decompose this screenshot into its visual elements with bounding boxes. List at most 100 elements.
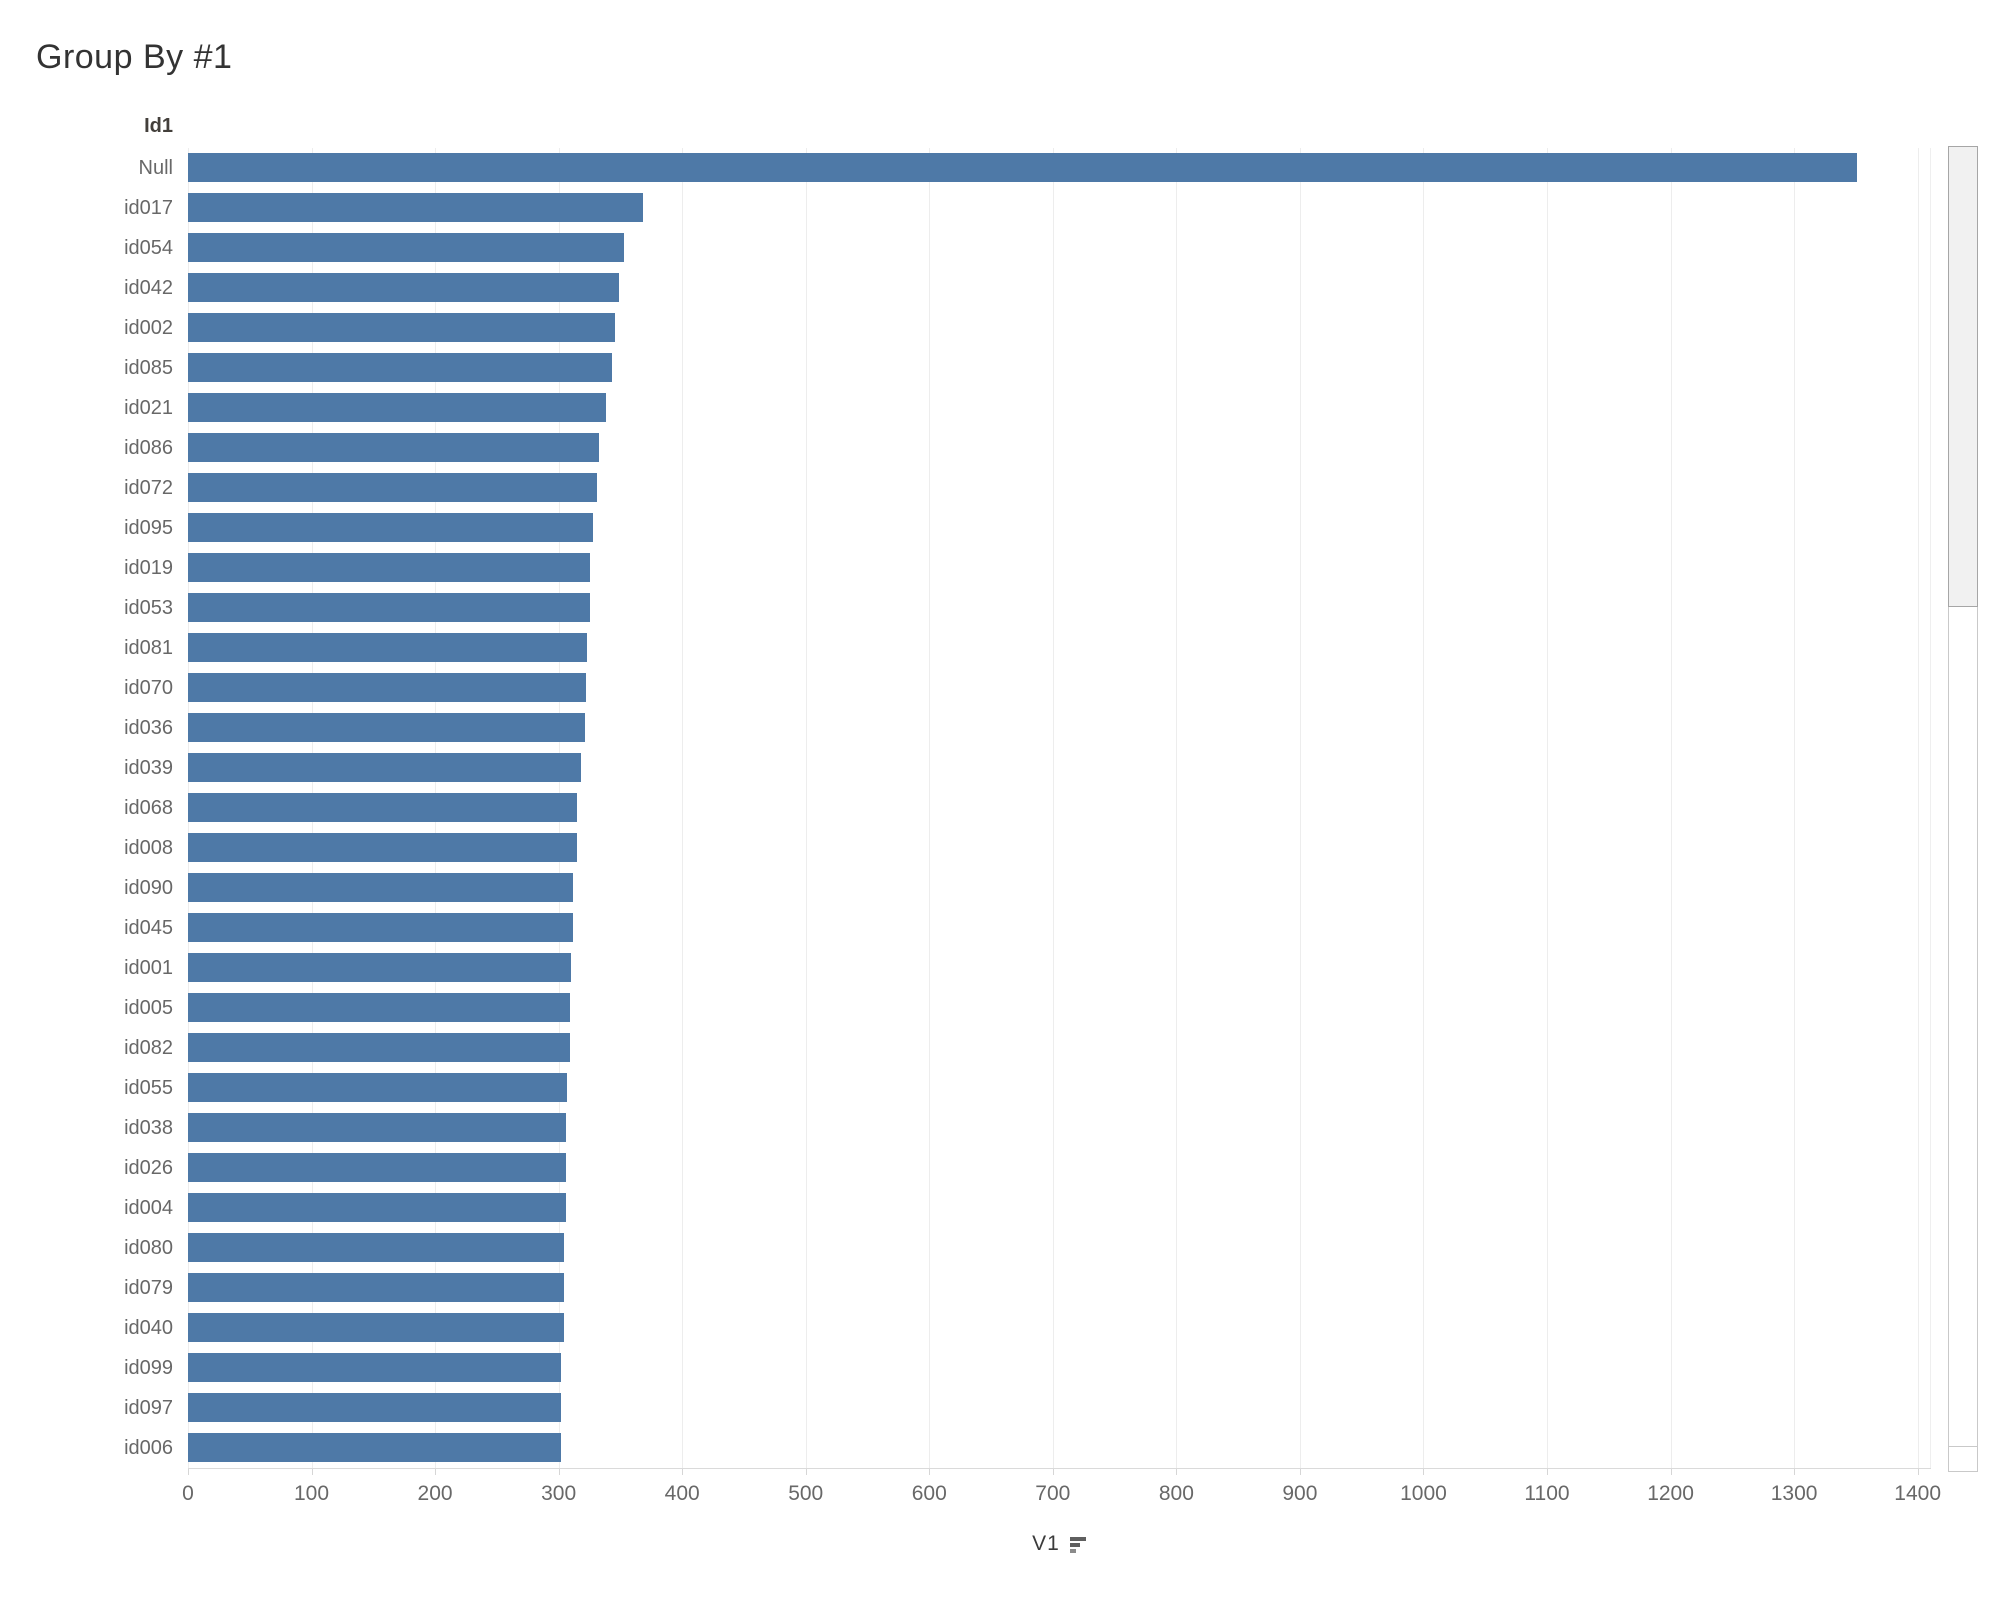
gridline [1547,148,1548,1468]
row-label[interactable]: id070 [124,677,173,699]
row-label[interactable]: id026 [124,1157,173,1179]
bar-rows [188,148,1930,1468]
bar-row [188,1388,1930,1428]
bar[interactable] [188,473,597,502]
x-axis-tick-label: 500 [788,1482,824,1505]
bar[interactable] [188,1073,568,1102]
row-label[interactable]: id053 [124,597,173,619]
bar[interactable] [188,713,585,742]
bar[interactable] [188,1273,564,1302]
row-label[interactable]: id001 [124,957,173,979]
bar-chart-plot-area [188,148,1931,1468]
bar[interactable] [188,273,620,302]
bar[interactable] [188,873,574,902]
bar[interactable] [188,993,570,1022]
row-label[interactable]: id038 [124,1117,173,1139]
x-axis-tick-label: 300 [541,1482,577,1505]
bar-row [188,748,1930,788]
bar[interactable] [188,553,590,582]
bar[interactable] [188,1433,562,1462]
x-axis-tick-label: 800 [1158,1482,1194,1505]
bar[interactable] [188,793,578,822]
bar-row [188,1308,1930,1348]
row-label[interactable]: Null [138,157,173,179]
bar-row [188,188,1930,228]
bar[interactable] [188,1393,562,1422]
bar[interactable] [188,513,594,542]
bar[interactable] [188,353,612,382]
bar-row [188,1068,1930,1108]
row-label[interactable]: id002 [124,317,173,339]
row-label[interactable]: id045 [124,917,173,939]
x-axis-tick-mark [1423,1469,1425,1475]
bar[interactable] [188,673,586,702]
x-axis-title-area: V1 [188,1528,1930,1560]
bar-row [188,548,1930,588]
row-label[interactable]: id019 [124,557,173,579]
bar[interactable] [188,1233,564,1262]
row-label[interactable]: id017 [124,197,173,219]
x-axis-tick-label: 1400 [1894,1482,1941,1505]
bar-row [188,148,1930,188]
x-axis-tick-label: 700 [1035,1482,1071,1505]
scrollbar-thumb[interactable] [1948,146,1978,607]
bar[interactable] [188,1033,570,1062]
row-label[interactable]: id081 [124,637,173,659]
bar-row [188,708,1930,748]
x-axis-tick-label: 1300 [1770,1482,1818,1505]
bar[interactable] [188,1353,562,1382]
bar[interactable] [188,833,578,862]
row-label[interactable]: id072 [124,477,173,499]
row-label[interactable]: id082 [124,1037,173,1059]
x-axis-tick-mark [1547,1469,1548,1475]
bar[interactable] [188,753,581,782]
bar[interactable] [188,153,1858,182]
bar[interactable] [188,433,600,462]
bar[interactable] [188,233,625,262]
bar-row [188,1228,1930,1268]
scrollbar-endcap [1948,1446,1978,1472]
row-label[interactable]: id099 [124,1357,173,1379]
row-label[interactable]: id054 [124,237,173,259]
row-label[interactable]: id006 [124,1437,173,1459]
row-label[interactable]: id080 [124,1237,173,1259]
row-label[interactable]: id086 [124,437,173,459]
bar[interactable] [188,1113,567,1142]
row-label[interactable]: id097 [124,1397,173,1419]
row-label[interactable]: id068 [124,797,173,819]
bar[interactable] [188,593,590,622]
bar[interactable] [188,633,588,662]
row-label[interactable]: id079 [124,1277,173,1299]
bar[interactable] [188,313,616,342]
row-label[interactable]: id039 [124,757,173,779]
bar-row [188,1108,1930,1148]
bar-row [188,868,1930,908]
x-axis-tick-label: 200 [417,1482,453,1505]
bar-row [188,668,1930,708]
sort-descending-icon[interactable] [1069,1537,1086,1553]
bar[interactable] [188,913,574,942]
row-label[interactable]: id040 [124,1317,173,1339]
row-label[interactable]: id042 [124,277,173,299]
x-axis-tick-mark [1794,1469,1796,1475]
row-label[interactable]: id008 [124,837,173,859]
row-label[interactable]: id085 [124,357,173,379]
row-label[interactable]: id005 [124,997,173,1019]
bar[interactable] [188,953,571,982]
bar-row [188,988,1930,1028]
row-label[interactable]: id095 [124,517,173,539]
y-axis-header[interactable]: Id1 [144,115,173,137]
x-axis-tick-mark [1299,1469,1301,1475]
row-label[interactable]: id004 [124,1197,173,1219]
row-label[interactable]: id021 [124,397,173,419]
bar[interactable] [188,1153,567,1182]
bar-row [188,268,1930,308]
bar[interactable] [188,1313,564,1342]
row-label[interactable]: id090 [124,877,173,899]
vertical-scrollbar[interactable] [1948,146,1978,1472]
row-label[interactable]: id036 [124,717,173,739]
bar[interactable] [188,193,643,222]
row-label[interactable]: id055 [124,1077,173,1099]
bar[interactable] [188,1193,567,1222]
bar[interactable] [188,393,606,422]
